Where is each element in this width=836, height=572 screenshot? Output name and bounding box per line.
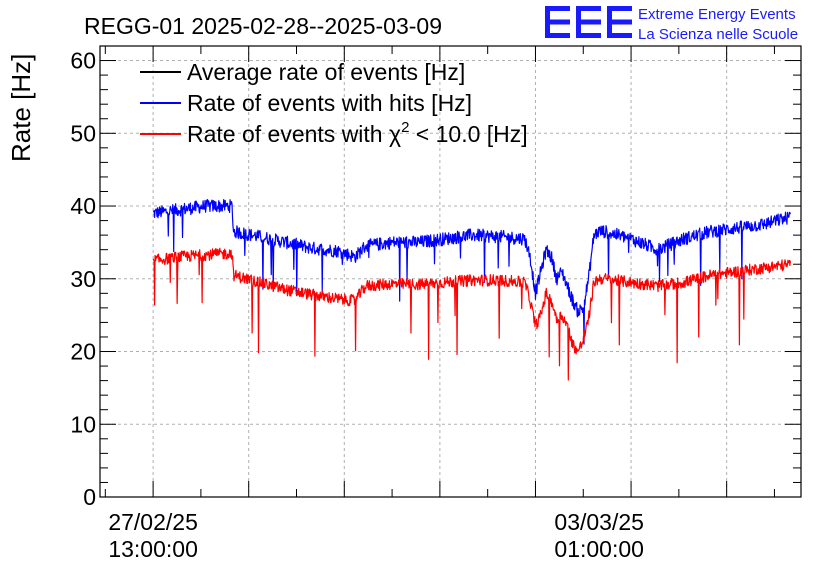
eee-logo-text-line1: Extreme Energy Events — [638, 6, 796, 23]
plot-frame-rect — [99, 45, 802, 498]
y-axis: 0 10 20 30 40 50 60 — [70, 45, 801, 510]
series-line-hits — [152, 199, 791, 345]
x-axis: 27/02/2513:00:0003/03/2501:00:0006/03/25… — [104, 46, 775, 562]
grid-lines — [100, 46, 801, 497]
x-tick-label-date: 27/02/25 — [108, 509, 198, 535]
plot-frame — [99, 45, 802, 498]
eee-logo-letters — [545, 6, 632, 38]
y-tick-label: 0 — [83, 484, 96, 510]
series-line-chi2 — [152, 247, 791, 381]
y-axis-label: Rate [Hz] — [6, 54, 36, 162]
y-tick-label: 40 — [70, 193, 96, 219]
legend: Average rate of events [Hz] Rate of even… — [140, 59, 528, 147]
x-tick-label-time: 01:00:00 — [554, 536, 644, 562]
x-tick-label-time: 13:00:00 — [108, 536, 198, 562]
y-tick-label: 30 — [70, 266, 96, 292]
legend-label-average: Average rate of events [Hz] — [187, 59, 465, 85]
eee-logo-letter — [576, 6, 601, 38]
chart-title: REGG-01 2025-02-28--2025-03-09 — [84, 13, 442, 39]
x-tick-label-date: 03/03/25 — [554, 509, 644, 535]
legend-item-hits: Rate of events with hits [Hz] — [140, 90, 472, 116]
y-tick-label: 50 — [70, 120, 96, 146]
y-tick-label: 10 — [70, 411, 96, 437]
y-tick-label: 60 — [70, 48, 96, 74]
y-tick-label: 20 — [70, 339, 96, 365]
legend-label-chi2: Rate of events with χ2 < 10.0 [Hz] — [187, 119, 528, 147]
legend-label-hits: Rate of events with hits [Hz] — [187, 90, 472, 116]
eee-logo: Extreme Energy Events La Scienza nelle S… — [545, 6, 798, 43]
series-group — [152, 199, 791, 381]
eee-logo-letter — [607, 6, 632, 38]
eee-logo-letter — [545, 6, 570, 38]
eee-logo-text-line2: La Scienza nelle Scuole — [638, 26, 798, 43]
legend-item-chi2: Rate of events with χ2 < 10.0 [Hz] — [140, 119, 528, 147]
legend-item-average: Average rate of events [Hz] — [140, 59, 465, 85]
